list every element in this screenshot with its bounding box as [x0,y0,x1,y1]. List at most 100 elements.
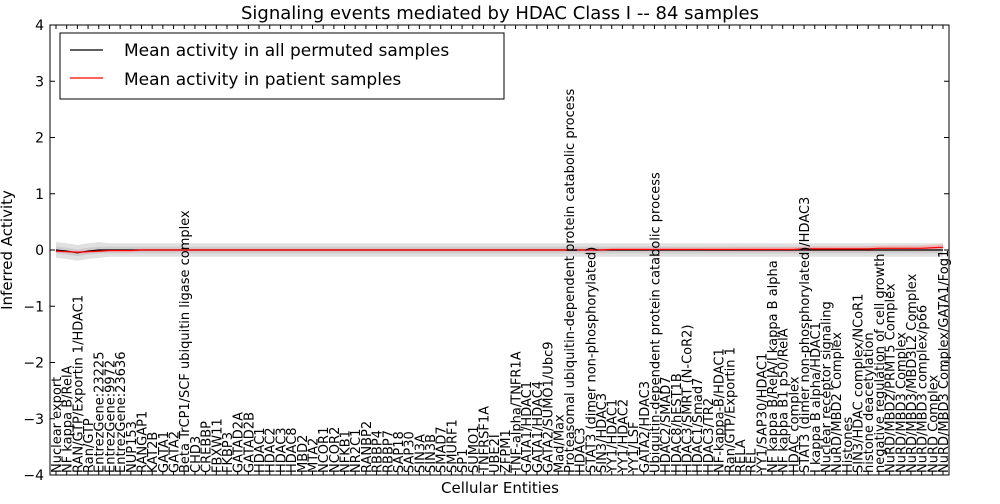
x-tick-label: NF-kappa-B/HDAC1 [713,348,728,473]
x-tick-label: SIN3B [424,434,439,473]
legend-label-patient: Mean activity in patient samples [124,70,401,90]
x-tick-label: YY1/LSF [627,421,642,474]
x-tick-label: FKBP3 [221,432,236,473]
axis-ticks: −4 −3 −2 −1 0 1 2 3 4 [23,18,949,484]
x-tick-label: Ran/GTP/Exportin 1 [723,347,738,473]
x-tick-label: STAT3 (dimer non-phosphorylated) [584,247,599,473]
x-tick-label: Proteasomal ubiquitin-dependent protein … [563,88,578,473]
x-tick-label: TNF-alpha/TNFR1A [510,351,525,474]
x-tick-label: ZFPM1 [499,429,514,473]
x-tick-label: HDAC3/TR2 [702,398,717,473]
x-tick-label: RBBP4 [371,430,386,473]
y-tick-label: 2 [35,131,44,147]
x-tick-label: GATA2/SUMO1/Ubc9 [542,342,557,474]
patient-band [56,244,943,254]
x-tick-label: GATA1/HDAC4 [531,381,546,473]
x-tick-label: RELA [734,439,749,473]
x-tick-label: YY1/HDAC2 [616,399,631,474]
x-tick-label: GATA1/HDAC1 [520,381,535,473]
y-tick-label: 1 [35,187,44,203]
x-tick-label: SIN3A [413,434,428,473]
x-tick-label: HDAC complex [787,376,802,473]
x-tick-label: HDAC1/Smad7 [691,378,706,473]
x-tick-label: NF kappa B/RelA [61,365,76,473]
x-tick-label: RBBP7 [381,430,396,473]
y-tick-label: 0 [35,243,44,259]
y-axis-label: Inferred Activity [0,190,16,310]
x-tick-label: NuRD/MBD2 Complex [830,332,845,473]
x-tick-label: MTA2 [307,438,322,473]
x-tick-label: SAP30 [403,431,418,473]
y-tick-label: 3 [35,74,44,90]
x-tick-label: TNFRSF1A [478,406,493,474]
x-tick-label: CHD3 [189,436,204,473]
chart-title: Signaling events mediated by HDAC Class … [241,3,759,24]
x-tick-label: YY1/HDAC1 [606,399,621,474]
x-tick-label: GATAD2B [242,412,257,473]
x-tick-label: GATA2/HDAC3 [638,381,653,473]
x-tick-label: KAT2B [146,432,161,473]
x-tick-label: Nuclear receptor signaling [819,301,834,473]
x-tick-label: NCOR2 [328,427,343,473]
x-tick-label: HDAC2/SMAD7 [659,376,674,473]
x-tick-label: YY1/SAP30/HDAC1 [755,353,770,474]
x-tick-label: EntrezGene:23636 [114,352,129,473]
x-tick-label: SIN3/HDAC3 [595,393,610,473]
x-tick-label: NF kappa B/RelA/I kappa B alpha [766,260,781,473]
plot-frame [49,24,950,476]
x-tick-label: HDAC1 [253,427,268,473]
x-tick-label: NFKB1 [339,430,354,473]
x-tick-label: NF kappa B1 p50/RelA [777,328,792,473]
x-tick-label: Mad/Max [552,414,567,473]
x-tick-label: HDAC2 [264,427,279,473]
legend: Mean activity in all permuted samples Me… [59,32,505,100]
x-tick-label: GATA1 [157,431,172,473]
y-tick-label: −2 [23,356,44,372]
x-tick-label: SMAD7 [435,426,450,473]
x-tick-label: FBXW11 [210,418,225,473]
y-tick-label: 4 [35,18,44,34]
x-tick-label: HDAC8/hEST1B [670,373,685,473]
x-axis-label: Cellular Entities [441,479,559,497]
legend-box [59,32,505,100]
x-tick-label: GATA2 [168,431,183,473]
x-tick-label: SMURF1 [445,419,460,473]
x-tick-label: NUP153 [125,421,140,473]
x-tick-label: Ubiquitin-dependent protein catabolic pr… [649,172,664,473]
x-tick-label: NuRD/MBD2/PRMT5 Complex [884,283,899,473]
x-tick-label: NR2C1 [349,429,364,473]
x-tick-label: EntrezGene:23225 [93,352,108,473]
x-tick-label: HDAC3/SMRT (N-CoR2) [681,325,696,473]
x-tick-label: NuRD/MBD3/MBD3L2 Complex [905,273,920,473]
x-tick-label: RANGAP1 [136,411,151,473]
x-tick-label: CREBBP [200,421,215,473]
x-tick-label: RAN/GTP/Exportin 1/HDAC1 [71,295,86,473]
series-lines [55,246,944,254]
x-tick-label: NuRD/MBD3 Complex [894,332,909,473]
x-tick-label: NuRD Complex [926,375,941,473]
y-tick-label: −1 [23,299,44,315]
x-tick-label: SUMO1 [467,426,482,474]
x-tick-label: HDAC8 [285,427,300,473]
x-tick-label: NuRD/MBD3 Complex/GATA1/Fog1 [937,250,952,473]
x-tick-label: STAT3 (dimer non-phosphorylated)/HDAC3 [798,197,813,473]
x-tick-label: Ran/GTP [82,418,97,473]
x-tick-label: Nuclear export [50,377,65,473]
legend-label-permuted: Mean activity in all permuted samples [124,41,449,61]
x-tick-label: histone deacetylation [862,332,877,473]
x-tick-label: NCOR1 [317,427,332,473]
x-tick-label: SIN3/HDAC complex/NCoR1 [852,294,867,473]
x-tick-label: UBE2I [488,434,503,473]
x-tick-label: RANBP2 [360,421,375,473]
x-tick-label: Histones [841,417,856,473]
y-tick-label: −4 [23,468,44,484]
x-tick-label: negative regulation of cell growth [873,253,888,473]
x-tick-label: REL [745,448,760,473]
x-tick-label: SAP18 [392,431,407,473]
x-tick-label: EntrezGene:9972 [103,360,118,473]
x-tick-label: MBD2 [296,435,311,473]
x-tick-label: I kappa B alpha/HDAC1 [809,322,824,473]
x-tick-label: HDAC3 [574,427,589,473]
